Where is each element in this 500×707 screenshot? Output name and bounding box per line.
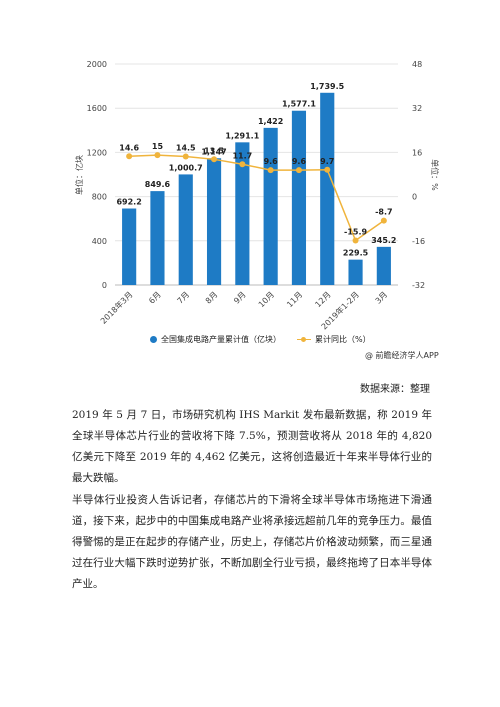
bar: [235, 142, 250, 285]
left-tick-label: 1600: [87, 104, 107, 113]
line-value-label: 13.5: [204, 146, 224, 155]
paragraph-2: 半导体行业投资人告诉记者，存储芯片的下滑将全球半导体市场拖进下滑通道，接下来，起…: [72, 494, 432, 590]
right-tick-label: 48: [412, 60, 422, 69]
right-tick-label: 16: [412, 148, 422, 157]
left-tick-label: 0: [102, 281, 107, 290]
bar-data-labels: 692.2 849.6 1,000.7 1,147 1,291.1 1,422 1,577.…: [116, 82, 396, 258]
line-value-label: -8.7: [375, 208, 393, 217]
bar-series: [122, 92, 391, 285]
right-axis-ticks: -32 -16 0 16 32 48: [412, 60, 425, 290]
bar-value-label: 1,739.5: [310, 82, 344, 91]
bar-value-label: 692.2: [116, 198, 141, 207]
left-tick-label: 400: [92, 237, 107, 246]
line-series: [126, 152, 387, 244]
chart-legend: 全国集成电路产量累计值（亿块） 累计同比（%）: [150, 334, 371, 345]
left-tick-label: 800: [92, 193, 107, 202]
line-value-label: -15.9: [344, 228, 367, 237]
right-tick-label: -16: [412, 237, 425, 246]
line-point: [324, 166, 331, 173]
line-value-label: 9.6: [292, 157, 307, 166]
line-data-labels: 14.6 15 14.5 13.5 11.7 9.6 9.6 9.7 -15.9 -8.7: [119, 142, 392, 236]
legend-item-bar: 全国集成电路产量累计值（亿块）: [150, 334, 281, 345]
line-value-label: 14.6: [119, 143, 139, 152]
line-value-label: 9.7: [320, 157, 334, 166]
x-tick-label: 12月: [313, 290, 332, 309]
x-tick-label: 3月: [374, 290, 390, 306]
bar: [320, 92, 335, 285]
left-tick-label: 2000: [87, 60, 107, 69]
bar: [122, 208, 137, 285]
chart-watermark: @ 前瞻经济学人APP: [365, 351, 439, 360]
bar: [291, 110, 307, 285]
x-tick-label: 6月: [147, 290, 163, 306]
x-tick-label: 9月: [232, 290, 248, 306]
right-tick-label: -32: [412, 281, 425, 290]
bar-value-label: 1,422: [258, 117, 283, 126]
bar: [150, 191, 165, 285]
line-value-label: 9.6: [264, 157, 279, 166]
bar: [206, 158, 222, 285]
bar: [263, 127, 278, 285]
right-tick-label: 0: [412, 193, 417, 202]
paragraph-1: 2019 年 5 月 7 日，市场研究机构 IHS Markit 发布最新数据，…: [72, 409, 432, 484]
bar-value-label: 1,147: [201, 147, 226, 156]
series-line: [129, 154, 385, 242]
line-point: [267, 167, 274, 174]
bar-value-label: 229.5: [343, 249, 369, 258]
bar-value-label: 345.2: [371, 236, 396, 245]
line-point: [126, 153, 133, 160]
bar: [376, 246, 391, 285]
line-point: [352, 237, 359, 244]
legend-bar-label: 全国集成电路产量累计值（亿块）: [161, 335, 281, 344]
bar: [178, 174, 193, 285]
bar-value-label: 849.6: [145, 180, 171, 189]
line-point: [380, 217, 387, 224]
x-tick-label: 2018年3月: [98, 289, 134, 325]
line-value-label: 11.7: [232, 151, 252, 160]
line-point: [239, 161, 246, 168]
line-point: [182, 153, 189, 160]
x-tick-label: 8月: [204, 290, 220, 306]
line-point: [154, 152, 161, 159]
bar-value-label: 1,000.7: [169, 163, 203, 172]
x-tick-label: 10月: [257, 290, 276, 309]
x-tick-label: 7月: [176, 290, 192, 306]
line-value-label: 14.5: [176, 144, 196, 153]
bar-value-label: 1,291.1: [225, 131, 259, 140]
legend-item-line: 累计同比（%）: [297, 334, 371, 345]
legend-line-swatch: [297, 336, 311, 343]
line-point: [211, 156, 218, 163]
chart: 0 400 800 1200 1600 2000 -32 -16 0 16 32 48 692.2 8…: [74, 60, 440, 331]
left-axis-ticks: 0 400 800 1200 1600 2000: [87, 60, 107, 290]
left-tick-label: 1200: [87, 148, 107, 157]
line-value-label: 15: [152, 142, 164, 151]
legend-bar-swatch: [150, 336, 157, 343]
left-axis-label: 单位：亿块: [74, 155, 84, 195]
x-tick-label: 11月: [285, 290, 304, 309]
right-axis-label: 单位：%: [430, 159, 440, 191]
right-tick-label: 32: [412, 104, 422, 113]
legend-line-label: 累计同比（%）: [315, 335, 371, 344]
bar: [348, 259, 363, 285]
data-source: 数据来源：整理: [360, 384, 430, 395]
bar-value-label: 1,577.1: [282, 100, 316, 109]
line-point: [295, 167, 302, 174]
